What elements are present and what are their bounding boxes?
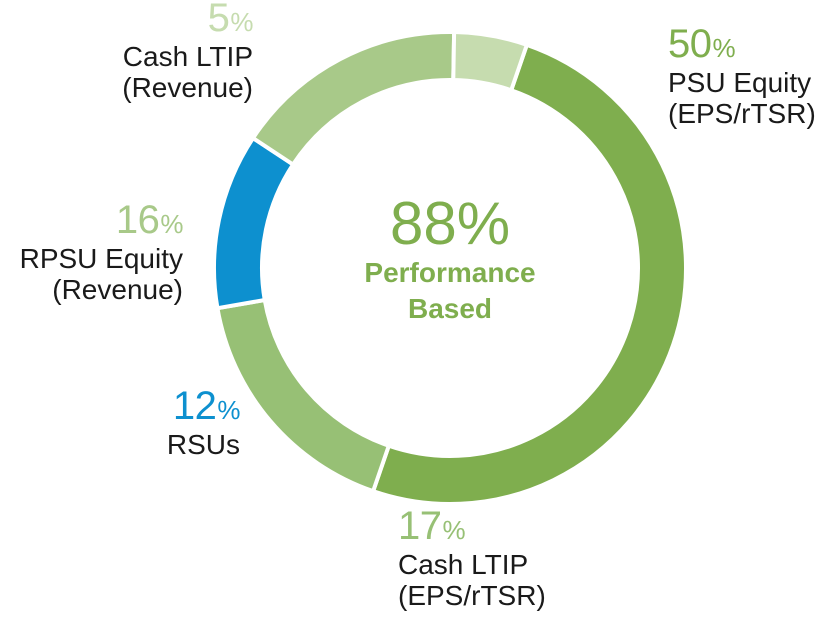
center-caption: Performance Based xyxy=(300,255,600,328)
slice-group xyxy=(212,30,688,506)
label-cash-ltip-eps-pct: 17% xyxy=(398,504,466,548)
slice-rpsu-equity xyxy=(250,30,457,168)
label-cash-ltip-revenue-line1: Cash LTIP xyxy=(122,40,253,72)
label-cash-ltip-revenue: 5% Cash LTIP (Revenue) xyxy=(122,0,253,104)
label-cash-ltip-revenue-line2: (Revenue) xyxy=(122,72,253,104)
label-cash-ltip-eps: 17% Cash LTIP (EPS/rTSR) xyxy=(398,504,546,612)
label-psu-equity: 50% PSU Equity (EPS/rTSR) xyxy=(668,22,816,130)
label-rsus-pct: 12% xyxy=(172,384,241,428)
label-psu-equity-pct: 50% xyxy=(668,22,736,66)
slice-cash-ltip-revenue xyxy=(451,30,530,93)
slice-rsus xyxy=(212,135,296,311)
label-psu-equity-line2: (EPS/rTSR) xyxy=(668,98,816,130)
label-cash-ltip-eps-line2: (EPS/rTSR) xyxy=(398,580,546,612)
slice-cash-ltip-eps xyxy=(215,297,392,494)
label-rpsu-equity: 16% RPSU Equity (Revenue) xyxy=(19,198,184,306)
label-cash-ltip-revenue-pct: 5% xyxy=(207,0,254,40)
label-rpsu-equity-line2: (Revenue) xyxy=(52,274,183,306)
label-rpsu-equity-pct: 16% xyxy=(115,198,184,242)
label-psu-equity-line1: PSU Equity xyxy=(668,66,812,98)
label-cash-ltip-eps-line1: Cash LTIP xyxy=(398,548,529,580)
label-rsus-line1: RSUs xyxy=(166,428,240,460)
center-caption-line2: Based xyxy=(407,293,493,325)
slice-psu-equity xyxy=(370,42,688,506)
label-rpsu-equity-line1: RPSU Equity xyxy=(19,242,183,274)
center-label: 88% Performance Based xyxy=(300,192,600,328)
label-rsus: 12% RSUs xyxy=(166,384,241,460)
center-caption-line1: Performance xyxy=(364,257,536,288)
center-percentage: 88% xyxy=(389,190,511,257)
